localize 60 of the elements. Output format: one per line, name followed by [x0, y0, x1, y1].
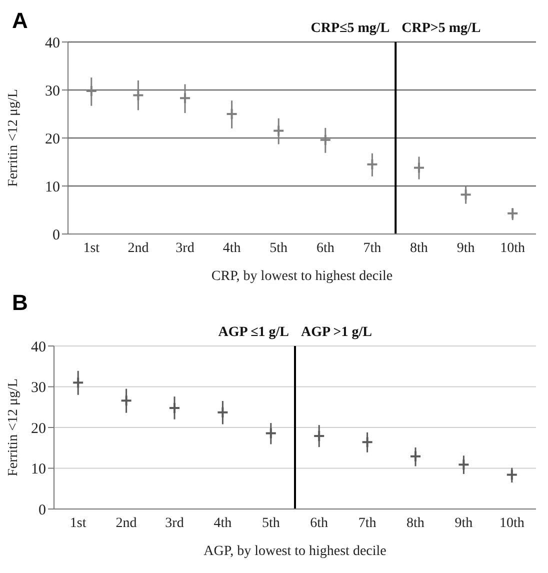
- x-tick-label: 10th: [500, 240, 526, 256]
- chart-title: B: [12, 290, 28, 316]
- y-tick-label: 20: [31, 420, 46, 437]
- x-tick-label: 9th: [456, 240, 475, 256]
- x-tick-label: 5th: [262, 516, 280, 531]
- x-tick-label: 8th: [410, 240, 428, 256]
- point: [458, 458, 470, 471]
- x-tick-label: 6th: [316, 240, 334, 256]
- x-tick-label: 9th: [454, 516, 473, 531]
- point: [413, 162, 425, 174]
- x-tick-label: 1st: [70, 516, 86, 531]
- y-tick-label: 30: [45, 83, 60, 100]
- y-tick-label: 0: [38, 502, 46, 518]
- point: [264, 427, 277, 440]
- point: [506, 468, 518, 481]
- x-tick-label: 3rd: [176, 240, 194, 256]
- x-tick-label: 2nd: [128, 240, 149, 256]
- y-axis-title: Ferritin <12 μg/L: [6, 378, 21, 476]
- point: [179, 92, 191, 104]
- x-tick-label: 4th: [214, 516, 232, 531]
- text: AGP ≤1 g/L: [218, 325, 289, 340]
- text: CRP≤5 mg/L: [310, 21, 390, 36]
- y-tick-label: 30: [31, 380, 46, 396]
- x-tick-label: 10th: [499, 516, 524, 531]
- y-tick-label: 20: [45, 131, 60, 148]
- point: [410, 450, 422, 462]
- x-tick-label: 3rd: [165, 516, 184, 531]
- point: [319, 134, 332, 146]
- point: [226, 108, 238, 120]
- point: [366, 158, 378, 170]
- x-tick-label: 1st: [83, 240, 100, 256]
- x-tick-label: 7th: [358, 516, 376, 531]
- point: [132, 89, 144, 102]
- point: [460, 188, 472, 201]
- y-tick-label: 40: [31, 339, 46, 356]
- point: [168, 402, 180, 414]
- text: CRP>5 mg/L: [402, 21, 481, 36]
- point: [506, 207, 519, 220]
- point: [120, 394, 132, 407]
- x-tick-label: 8th: [406, 516, 424, 531]
- text: AGP >1 g/L: [301, 325, 372, 340]
- x-tick-label: 2nd: [116, 516, 137, 531]
- x-tick-label: 5th: [270, 240, 288, 256]
- point: [313, 430, 326, 442]
- point: [272, 124, 285, 137]
- x-tick-label: 7th: [363, 240, 382, 256]
- y-tick-label: 10: [31, 462, 46, 478]
- point: [72, 376, 84, 389]
- point: [85, 84, 98, 97]
- x-tick-label: 6th: [310, 516, 328, 531]
- y-tick-label: 10: [45, 179, 60, 196]
- y-axis-title: Ferritin <12 μg/L: [6, 89, 21, 187]
- y-tick-label: 0: [52, 227, 60, 244]
- x-tick-label: 4th: [222, 240, 241, 256]
- x-axis-title: AGP, by lowest to highest decile: [204, 544, 386, 559]
- y-tick-label: 40: [45, 35, 60, 52]
- chart-title: A: [12, 8, 28, 34]
- x-axis-title: CRP, by lowest to highest decile: [211, 269, 393, 284]
- point: [216, 406, 229, 418]
- point: [361, 436, 374, 448]
